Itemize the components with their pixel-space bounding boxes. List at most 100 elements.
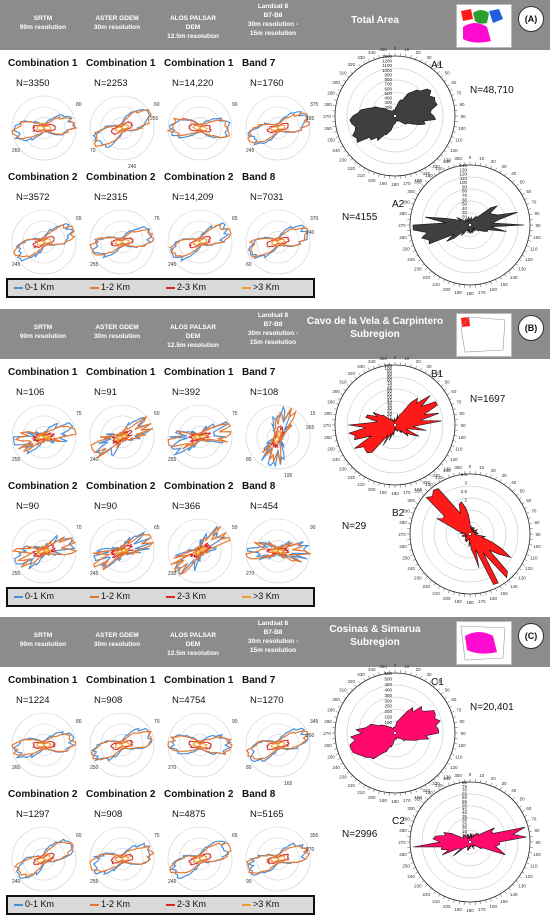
rose-chart-label: B1 <box>431 369 444 380</box>
polar-grid-ring <box>189 231 211 253</box>
azimuth-label: 140 <box>510 892 518 897</box>
orientation-tick-label: 240 <box>306 230 315 236</box>
mini-rose-series-1-2-km <box>247 112 311 144</box>
azimuth-label: 250 <box>402 555 410 560</box>
azimuth-label: 150 <box>425 173 433 178</box>
azimuth-label: 340 <box>368 667 376 672</box>
azimuth-label: 230 <box>339 158 347 163</box>
azimuth-label: 350 <box>379 356 387 361</box>
azimuth-tick <box>420 58 422 62</box>
azimuth-tick <box>527 208 531 210</box>
azimuth-tick <box>378 672 380 676</box>
azimuth-tick <box>524 867 528 869</box>
radial-tick-label: 55 <box>387 392 393 397</box>
polar-grid-ring <box>167 826 233 892</box>
azimuth-tick <box>410 862 414 864</box>
azimuth-tick <box>373 172 375 176</box>
azimuth-tick <box>410 512 414 514</box>
mini-rose-series-gt-3-km <box>192 238 208 246</box>
azimuth-tick <box>433 173 436 176</box>
orientation-tick-label: 345 <box>310 719 319 725</box>
azimuth-label: 290 <box>402 509 410 514</box>
azimuth-tick <box>446 454 450 457</box>
azimuth-tick <box>499 787 502 791</box>
panel-a: SRTM 90m resolution ASTER GDEM 30m resoluti… <box>0 0 550 300</box>
header-line: Landsat 8 <box>257 620 289 627</box>
region-title: Total Area <box>305 14 445 27</box>
rose-grid-ring <box>346 67 444 165</box>
azimuth-tick <box>508 887 511 891</box>
azimuth-label: 240 <box>332 457 340 462</box>
azimuth-label: 310 <box>414 179 422 184</box>
orientation-tick-label: 90 <box>246 879 252 885</box>
azimuth-tick <box>452 748 456 750</box>
azimuth-tick <box>415 56 417 60</box>
mini-rose-series-gt-3-km <box>191 741 209 749</box>
azimuth-tick <box>424 784 427 788</box>
mini-rose-series-gt-3-km <box>114 855 131 863</box>
azimuth-tick <box>519 259 522 262</box>
azimuth-tick <box>480 779 482 783</box>
header-line: ASTER GDEM <box>95 324 139 331</box>
azimuth-label: 60 <box>451 697 457 702</box>
azimuth-label: 70 <box>531 509 537 514</box>
polar-grid-ring <box>267 231 289 253</box>
azimuth-tick <box>343 388 346 391</box>
azimuth-tick <box>446 701 450 704</box>
combination-label: Combination 1 <box>164 367 234 378</box>
azimuth-tick <box>424 61 427 65</box>
azimuth-label: 120 <box>525 257 533 262</box>
azimuth-tick <box>335 403 339 405</box>
azimuth-tick <box>452 99 456 101</box>
polar-grid-ring <box>89 826 155 892</box>
orientation-tick-label: 90 <box>232 102 238 108</box>
azimuth-tick <box>415 563 419 566</box>
azimuth-label: 20 <box>491 776 497 781</box>
mini-rose-diagram: 65 245 <box>167 826 238 892</box>
legend-swatch <box>90 286 99 289</box>
azimuth-tick <box>415 810 419 813</box>
azimuth-label: 230 <box>339 467 347 472</box>
azimuth-label: 250 <box>402 863 410 868</box>
polar-grid-ring <box>11 404 77 470</box>
header-line: B7-B8 <box>263 12 283 19</box>
azimuth-tick <box>421 184 425 187</box>
azimuth-tick <box>527 549 531 551</box>
mini-rose-series-gt-3-km <box>270 741 286 749</box>
mini-rose-series-1-2-km <box>11 732 77 756</box>
azimuth-tick <box>358 165 361 168</box>
azimuth-label: 240 <box>407 874 415 879</box>
azimuth-label: 180 <box>391 491 399 496</box>
azimuth-label: 170 <box>478 599 486 604</box>
azimuth-label: 240 <box>407 566 415 571</box>
polar-grid-ring <box>100 220 144 264</box>
radial-tick-label: 1300 <box>382 54 393 59</box>
azimuth-tick <box>454 435 458 437</box>
polar-grid-ring <box>33 231 55 253</box>
region-title: Cavo de la Vela & Carpintero Subregion <box>305 315 445 341</box>
mini-rose-diagram: 75 255 <box>89 826 160 892</box>
azimuth-label: 260 <box>324 126 332 131</box>
azimuth-tick <box>409 240 413 242</box>
sample-count: N=2253 <box>94 78 128 89</box>
azimuth-tick <box>526 554 530 556</box>
azimuth-label: 180 <box>466 600 474 605</box>
azimuth-tick <box>368 367 370 371</box>
radial-tick-label: 900 <box>384 72 392 77</box>
radial-tick-label: 90 <box>462 184 468 189</box>
mini-rose-series-gt-3-km <box>270 855 286 863</box>
azimuth-tick <box>437 380 440 383</box>
orientation-tick-label: 50 <box>232 525 238 531</box>
azimuth-tick <box>485 282 487 286</box>
azimuth-tick <box>490 898 492 902</box>
azimuth-tick <box>508 579 511 583</box>
azimuth-label: 140 <box>435 783 443 788</box>
azimuth-tick <box>529 522 533 524</box>
header-line: 90m resolution <box>19 24 67 31</box>
azimuth-tick <box>340 454 344 457</box>
azimuth-tick <box>433 67 436 71</box>
azimuth-tick <box>449 758 453 760</box>
azimuth-label: 320 <box>348 62 356 67</box>
region-title-line: Total Area <box>351 15 399 26</box>
orientation-tick-label: 245 <box>168 879 177 885</box>
